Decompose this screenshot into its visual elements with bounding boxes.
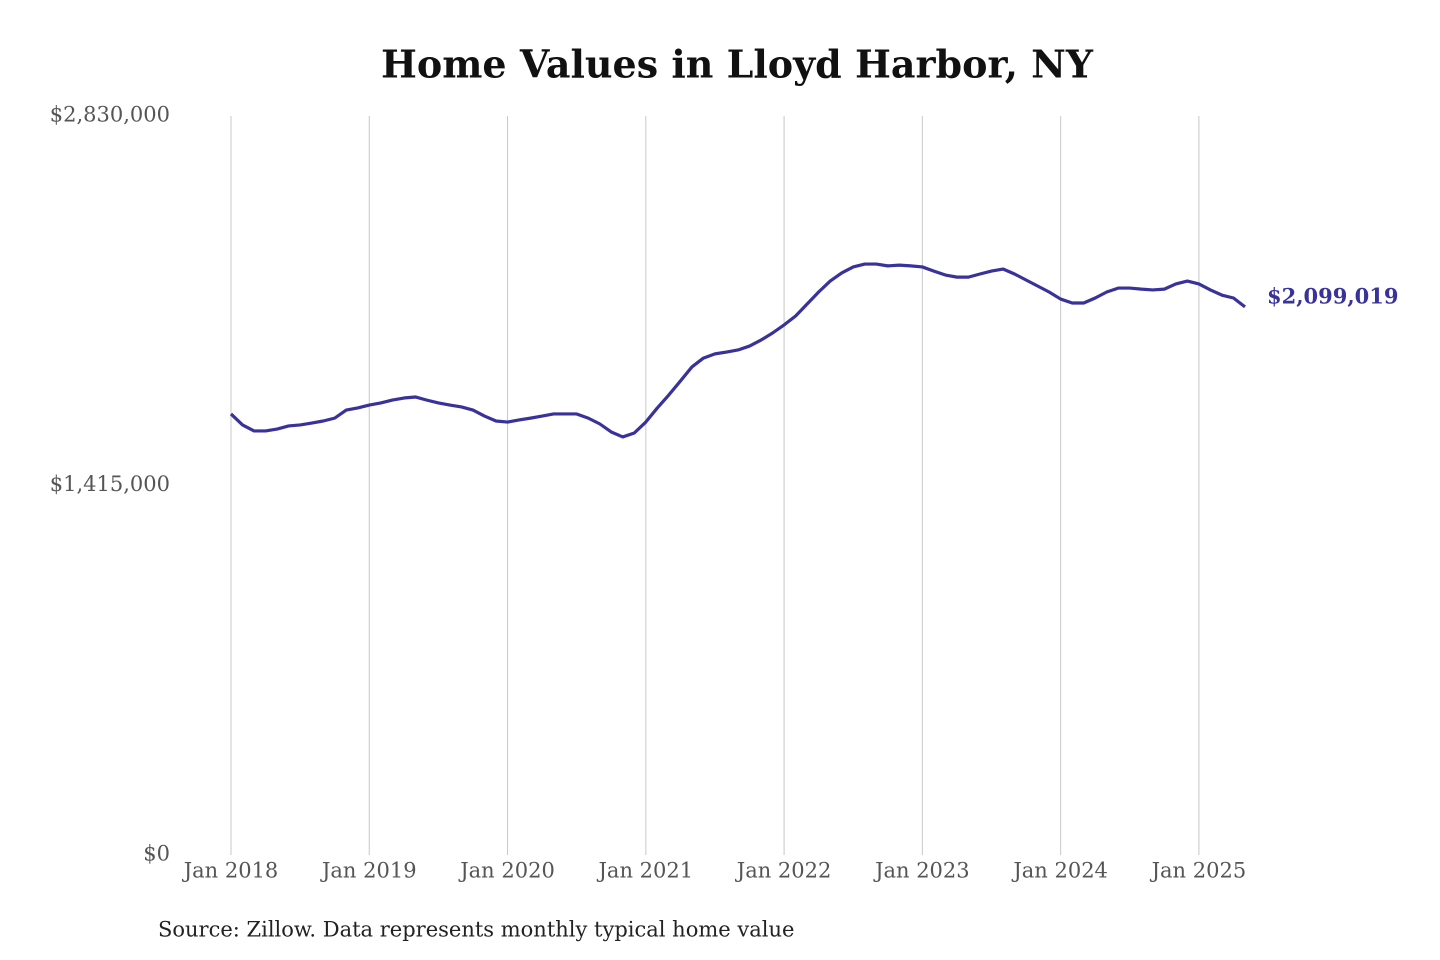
data-line: [229, 262, 1246, 439]
value-label: $2,099,019: [1267, 283, 1399, 308]
x-tick-label: Jan 2022: [735, 859, 832, 883]
y-tick-label: $0: [143, 842, 170, 866]
x-tick-label: Jan 2020: [458, 859, 555, 883]
x-tick-label: Jan 2024: [1011, 859, 1108, 883]
x-tick-label: Jan 2023: [873, 859, 970, 883]
x-tick-label: Jan 2025: [1150, 859, 1247, 883]
y-tick-label: $1,415,000: [50, 472, 170, 496]
chart-title: Home Values in Lloyd Harbor, NY: [381, 42, 1094, 87]
x-tick-label: Jan 2021: [597, 859, 694, 883]
x-tick-label: Jan 2018: [182, 859, 279, 883]
y-tick-label: $2,830,000: [50, 103, 170, 127]
source-note: Source: Zillow. Data represents monthly …: [158, 918, 794, 942]
x-tick-label: Jan 2019: [320, 859, 417, 883]
